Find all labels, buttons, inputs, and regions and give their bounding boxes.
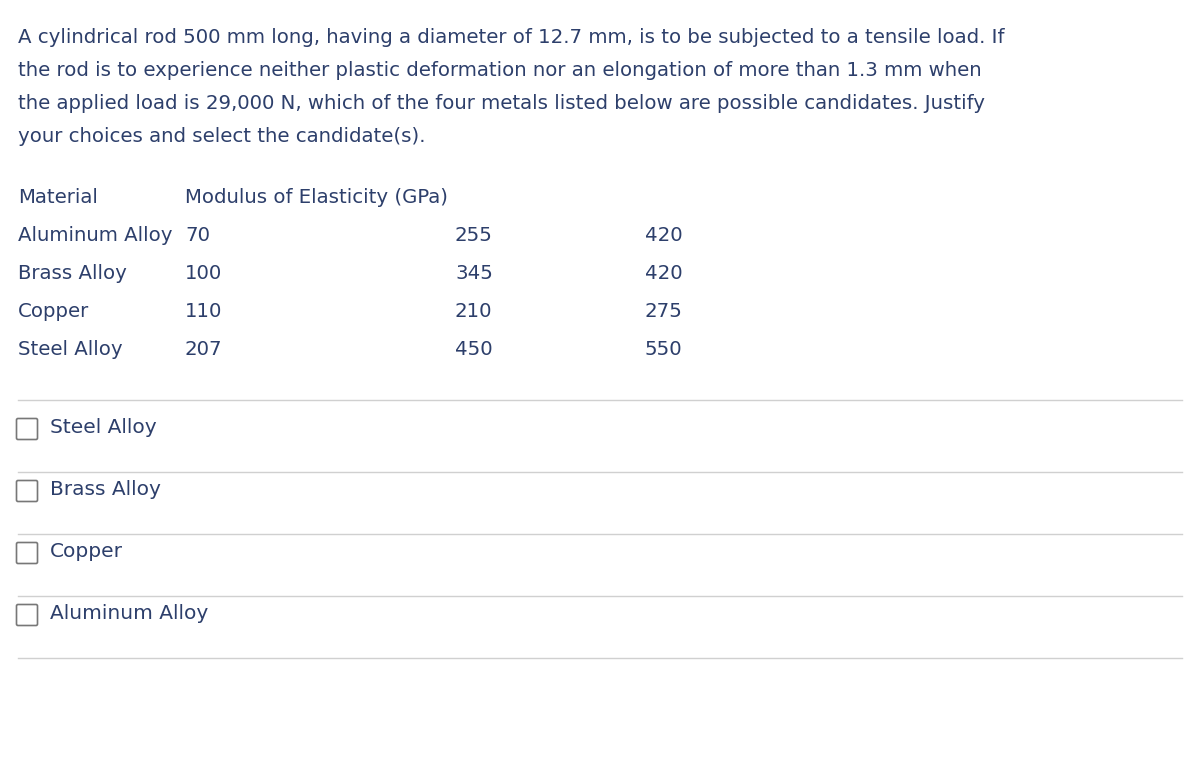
Text: Brass Alloy: Brass Alloy (50, 480, 161, 499)
Text: Aluminum Alloy: Aluminum Alloy (18, 226, 173, 245)
Text: 450: 450 (455, 340, 493, 359)
Text: 345: 345 (455, 264, 493, 283)
Text: A cylindrical rod 500 mm long, having a diameter of 12.7 mm, is to be subjected : A cylindrical rod 500 mm long, having a … (18, 28, 1004, 47)
Text: your choices and select the candidate(s).: your choices and select the candidate(s)… (18, 127, 426, 146)
FancyBboxPatch shape (17, 604, 37, 626)
Text: 210: 210 (455, 302, 492, 321)
Text: Steel Alloy: Steel Alloy (50, 418, 157, 437)
Text: Material: Material (18, 188, 98, 207)
FancyBboxPatch shape (17, 480, 37, 502)
Text: Modulus of Elasticity (GPa): Modulus of Elasticity (GPa) (185, 188, 448, 207)
Text: 275: 275 (646, 302, 683, 321)
Text: the applied load is 29,000 N, which of the four metals listed below are possible: the applied load is 29,000 N, which of t… (18, 94, 985, 113)
Text: 255: 255 (455, 226, 493, 245)
Text: 100: 100 (185, 264, 222, 283)
Text: Brass Alloy: Brass Alloy (18, 264, 127, 283)
Text: 110: 110 (185, 302, 222, 321)
Text: Aluminum Alloy: Aluminum Alloy (50, 604, 209, 623)
Text: Steel Alloy: Steel Alloy (18, 340, 122, 359)
FancyBboxPatch shape (17, 419, 37, 439)
Text: 420: 420 (646, 226, 683, 245)
Text: Copper: Copper (18, 302, 89, 321)
Text: 70: 70 (185, 226, 210, 245)
Text: 207: 207 (185, 340, 223, 359)
Text: Copper: Copper (50, 542, 124, 561)
FancyBboxPatch shape (17, 542, 37, 564)
Text: 550: 550 (646, 340, 683, 359)
Text: the rod is to experience neither plastic deformation nor an elongation of more t: the rod is to experience neither plastic… (18, 61, 982, 80)
Text: 420: 420 (646, 264, 683, 283)
